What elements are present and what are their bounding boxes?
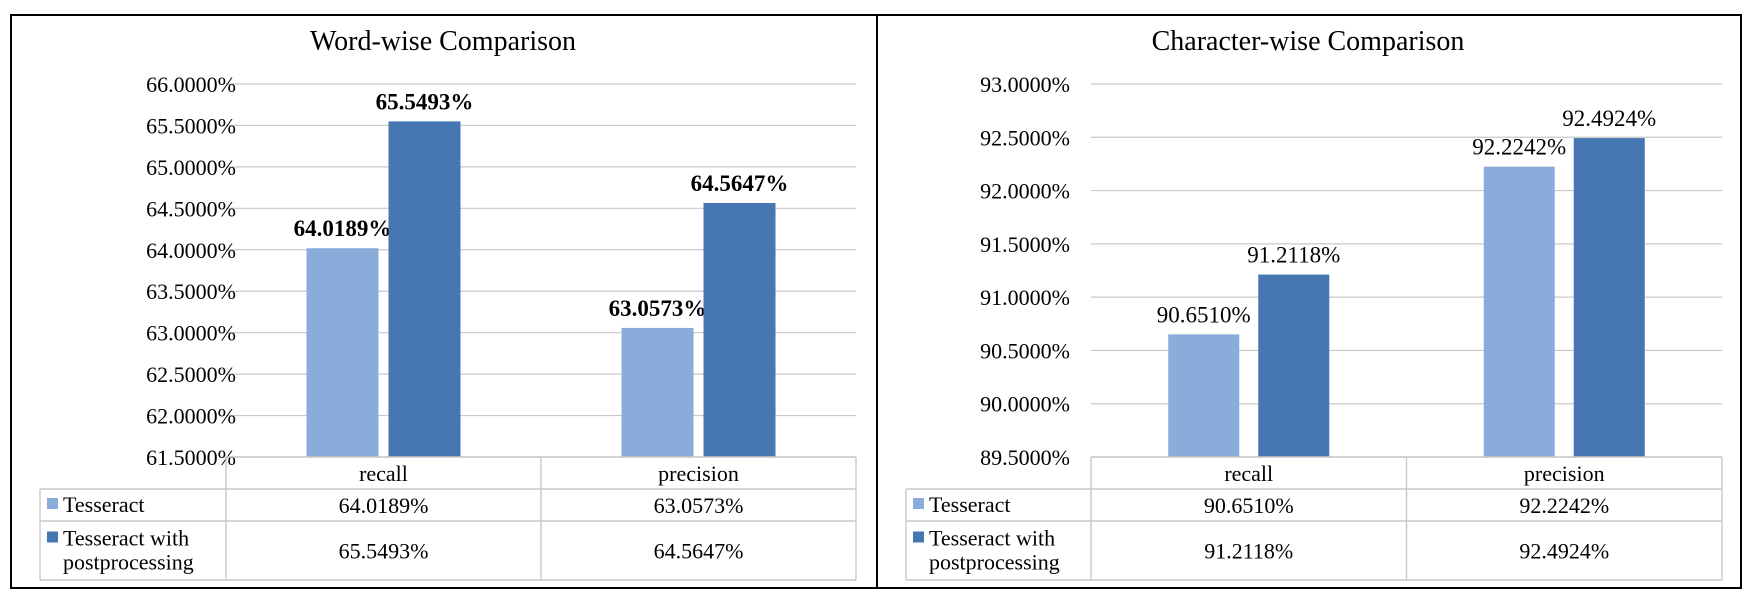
legend-key-swatch <box>913 531 924 543</box>
table-value: 92.4924% <box>1519 539 1609 564</box>
legend-series-name: Tesseract with <box>929 526 1055 551</box>
y-tick-label: 90.5000% <box>980 338 1070 363</box>
y-tick-label: 92.0000% <box>980 179 1070 204</box>
table-value: 90.6510% <box>1204 493 1294 518</box>
bar <box>1168 334 1240 457</box>
data-label: 90.6510% <box>1157 302 1251 327</box>
data-label: 63.0573% <box>609 296 707 321</box>
data-label: 92.4924% <box>1562 106 1656 131</box>
table-value: 64.0189% <box>339 493 429 518</box>
legend-series-name: postprocessing <box>929 550 1060 575</box>
data-label: 64.0189% <box>294 216 392 241</box>
y-tick-label: 62.5000% <box>146 362 236 387</box>
legend-series-name: postprocessing <box>63 550 194 575</box>
y-tick-label: 65.5000% <box>146 113 236 138</box>
legend-key-swatch <box>47 498 58 509</box>
legend-series-name: Tesseract <box>929 492 1011 517</box>
table-category-header: precision <box>1524 461 1605 486</box>
table-value: 65.5493% <box>339 539 429 564</box>
legend-series-name: Tesseract <box>63 492 145 517</box>
legend-key-swatch <box>913 498 924 509</box>
data-label: 92.2242% <box>1472 135 1566 160</box>
y-tick-label: 92.5000% <box>980 125 1070 150</box>
y-tick-label: 65.0000% <box>146 155 236 180</box>
bar <box>703 202 776 457</box>
bar <box>306 248 379 457</box>
legend-key-swatch <box>47 531 58 543</box>
data-label: 91.2118% <box>1247 243 1340 268</box>
table-category-header: recall <box>359 461 408 486</box>
y-tick-label: 90.0000% <box>980 392 1070 417</box>
y-tick-label: 63.5000% <box>146 279 236 304</box>
table-value: 64.5647% <box>654 539 744 564</box>
data-label: 65.5493% <box>376 89 474 114</box>
legend-series-name: Tesseract with <box>63 526 189 551</box>
bar <box>621 327 694 457</box>
y-tick-label: 89.5000% <box>980 445 1070 470</box>
y-tick-label: 61.5000% <box>146 445 236 470</box>
table-value: 63.0573% <box>654 493 744 518</box>
bar <box>1573 138 1645 458</box>
table-category-header: recall <box>1224 461 1273 486</box>
y-tick-label: 91.0000% <box>980 285 1070 310</box>
y-tick-label: 66.0000% <box>146 72 236 97</box>
bar <box>388 121 461 457</box>
y-tick-label: 62.0000% <box>146 404 236 429</box>
y-tick-label: 93.0000% <box>980 72 1070 97</box>
y-tick-label: 64.5000% <box>146 196 236 221</box>
bar <box>1258 274 1330 457</box>
chart-title: Character-wise Comparison <box>1152 26 1465 57</box>
y-tick-label: 91.5000% <box>980 232 1070 257</box>
table-value: 92.2242% <box>1519 493 1609 518</box>
panel-divider <box>876 14 878 589</box>
y-tick-label: 64.0000% <box>146 238 236 263</box>
table-category-header: precision <box>658 461 739 486</box>
chart-title: Word-wise Comparison <box>310 26 576 57</box>
data-label: 64.5647% <box>691 171 789 196</box>
y-tick-label: 63.0000% <box>146 321 236 346</box>
table-value: 91.2118% <box>1204 539 1293 564</box>
bar <box>1483 166 1555 458</box>
